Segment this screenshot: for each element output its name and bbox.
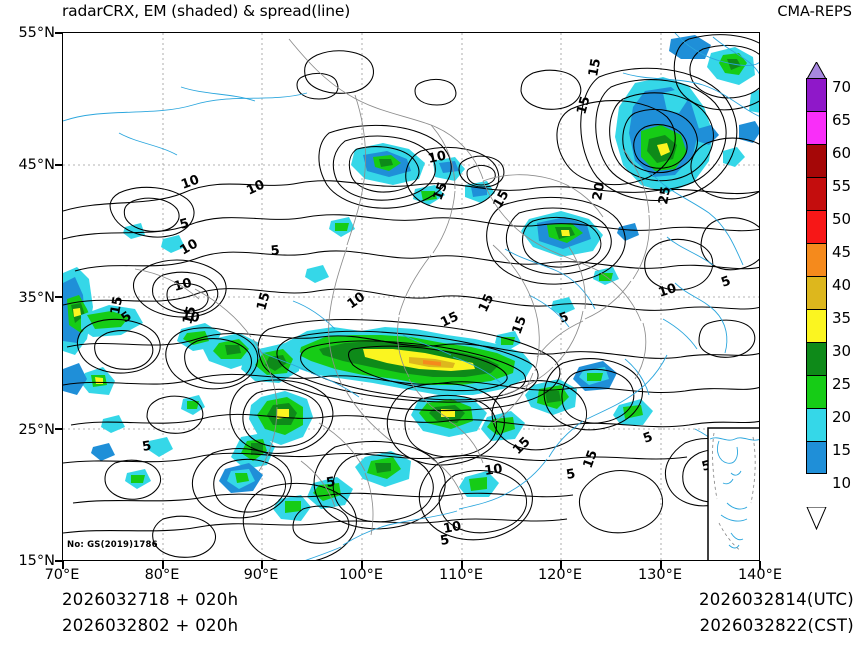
y-axis-tick [55, 560, 63, 562]
y-axis-tick-label: 45°N [18, 157, 55, 173]
colorbar-segment-15-20 [806, 408, 827, 441]
model-brand-label: CMA-REPS [777, 4, 852, 20]
contour-label: 10 [180, 308, 200, 326]
colorbar-segment-35-40 [806, 276, 827, 309]
contour-label: 5 [178, 216, 191, 233]
contour-label: 15 [586, 57, 604, 77]
contour-label: 5 [641, 430, 655, 447]
footer-valid-time-cst: 2026032822(CST) [699, 616, 854, 635]
contour-label: 15 [574, 95, 593, 116]
contour-label: 5 [439, 533, 451, 549]
x-axis-tick-label: 110°E [438, 567, 484, 583]
colorbar-segment-45-50 [806, 210, 827, 243]
contour-label: 5 [557, 310, 571, 327]
shaded-reflectivity-field [63, 35, 759, 521]
map-plot-area[interactable]: 10 10 10 10 10 10 10 10 10 10 5 5 5 5 5 … [62, 32, 760, 561]
contour-label: 10 [483, 462, 503, 479]
administrative-borders [134, 38, 650, 536]
contour-label: 10 [657, 281, 679, 301]
colorbar-segment-40-45 [806, 243, 827, 276]
south-china-sea-inset [707, 427, 759, 560]
colorbar-tick-label: 30 [832, 342, 852, 360]
y-axis-tick-label: 35°N [18, 290, 55, 306]
y-axis-tick-label: 25°N [18, 422, 55, 438]
colorbar-tick-label: 45 [832, 243, 852, 261]
x-axis-tick [261, 561, 263, 569]
y-axis-tick-label: 55°N [18, 25, 55, 41]
y-axis-tick-label: 15°N [18, 553, 55, 569]
colorbar-segment-60-65 [806, 111, 827, 144]
footer-valid-time-utc: 2026032814(UTC) [698, 590, 854, 609]
contour-label: 5 [719, 274, 733, 291]
x-axis-tick [162, 561, 164, 569]
colorbar-segment-50-55 [806, 177, 827, 210]
contour-label: 10 [179, 172, 201, 192]
x-axis-tick [361, 561, 363, 569]
colorbar-tick-label: 70 [832, 78, 852, 96]
x-axis-tick [560, 561, 562, 569]
x-axis-tick [660, 561, 662, 569]
colorbar-tick-label: 55 [832, 177, 852, 195]
colorbar-over-arrow [806, 60, 827, 80]
y-axis-tick [55, 428, 63, 430]
colorbar-segment-10-15 [806, 441, 827, 474]
contour-label: 5 [270, 243, 280, 259]
spread-contours [63, 34, 759, 560]
contour-label: 15 [431, 180, 451, 202]
contour-labels: 10 10 10 10 10 10 10 10 10 10 5 5 5 5 5 … [108, 57, 733, 549]
contour-label: 5 [325, 475, 337, 491]
contour-label: 10 [244, 177, 267, 198]
colorbar-tick-label: 35 [832, 309, 852, 327]
x-axis-tick-label: 140°E [737, 567, 783, 583]
colorbar-segment-20-25 [806, 375, 827, 408]
footer-init-time-utc: 2026032718 + 020h [62, 590, 239, 609]
colorbar-segment-55-60 [806, 144, 827, 177]
x-axis-tick-label: 70°E [44, 567, 80, 583]
footer-init-time-cst: 2026032802 + 020h [62, 616, 239, 635]
colorbar-tick-label: 60 [832, 144, 852, 162]
contour-label: 20 [590, 181, 608, 201]
contour-label: 15 [581, 448, 601, 470]
x-axis-tick [62, 561, 64, 569]
colorbar-tick-label: 25 [832, 375, 852, 393]
y-axis-tick [55, 296, 63, 298]
y-axis-tick [55, 32, 63, 34]
x-axis-tick [461, 561, 463, 569]
y-axis-tick [55, 164, 63, 166]
map-canvas: 10 10 10 10 10 10 10 10 10 10 5 5 5 5 5 … [63, 33, 759, 560]
colorbar-tick-label: 20 [832, 408, 852, 426]
contour-label: 15 [108, 295, 126, 315]
contour-label: 15 [254, 291, 273, 312]
colorbar-tick-label: 15 [832, 441, 852, 459]
colorbar-segment-65-70 [806, 78, 827, 111]
contour-label: 10 [442, 519, 462, 537]
x-axis-tick-label: 120°E [537, 567, 583, 583]
contour-label: 25 [656, 185, 674, 205]
x-axis-tick-label: 130°E [637, 567, 683, 583]
x-axis-tick [759, 561, 761, 569]
colorbar-tick-label: 40 [832, 276, 852, 294]
contour-label: 15 [438, 309, 461, 330]
colorbar-tick-label: 65 [832, 111, 852, 129]
contour-label: 15 [476, 292, 497, 315]
colorbar-under-arrow [806, 506, 827, 531]
contour-label: 15 [510, 314, 530, 336]
map-watermark: No: GS(2019)1786 [67, 540, 158, 550]
contour-label: 15 [180, 305, 199, 326]
contour-label: 10 [345, 290, 368, 313]
colorbar-tick-label: 10 [832, 474, 852, 492]
x-axis-tick-label: 100°E [338, 567, 384, 583]
x-axis-tick-label: 90°E [243, 567, 279, 583]
colorbar-tick-label: 50 [832, 210, 852, 228]
x-axis-tick-label: 80°E [144, 567, 180, 583]
coastlines [63, 33, 759, 560]
page-title: radarCRX, EM (shaded) & spread(line) [62, 2, 351, 20]
contour-label: 5 [565, 467, 577, 483]
colorbar-segment-30-35 [806, 309, 827, 342]
contour-label: 10 [427, 148, 448, 166]
colorbar-segment-25-30 [806, 342, 827, 375]
colorbar[interactable] [806, 78, 827, 474]
contour-label: 5 [141, 439, 153, 455]
